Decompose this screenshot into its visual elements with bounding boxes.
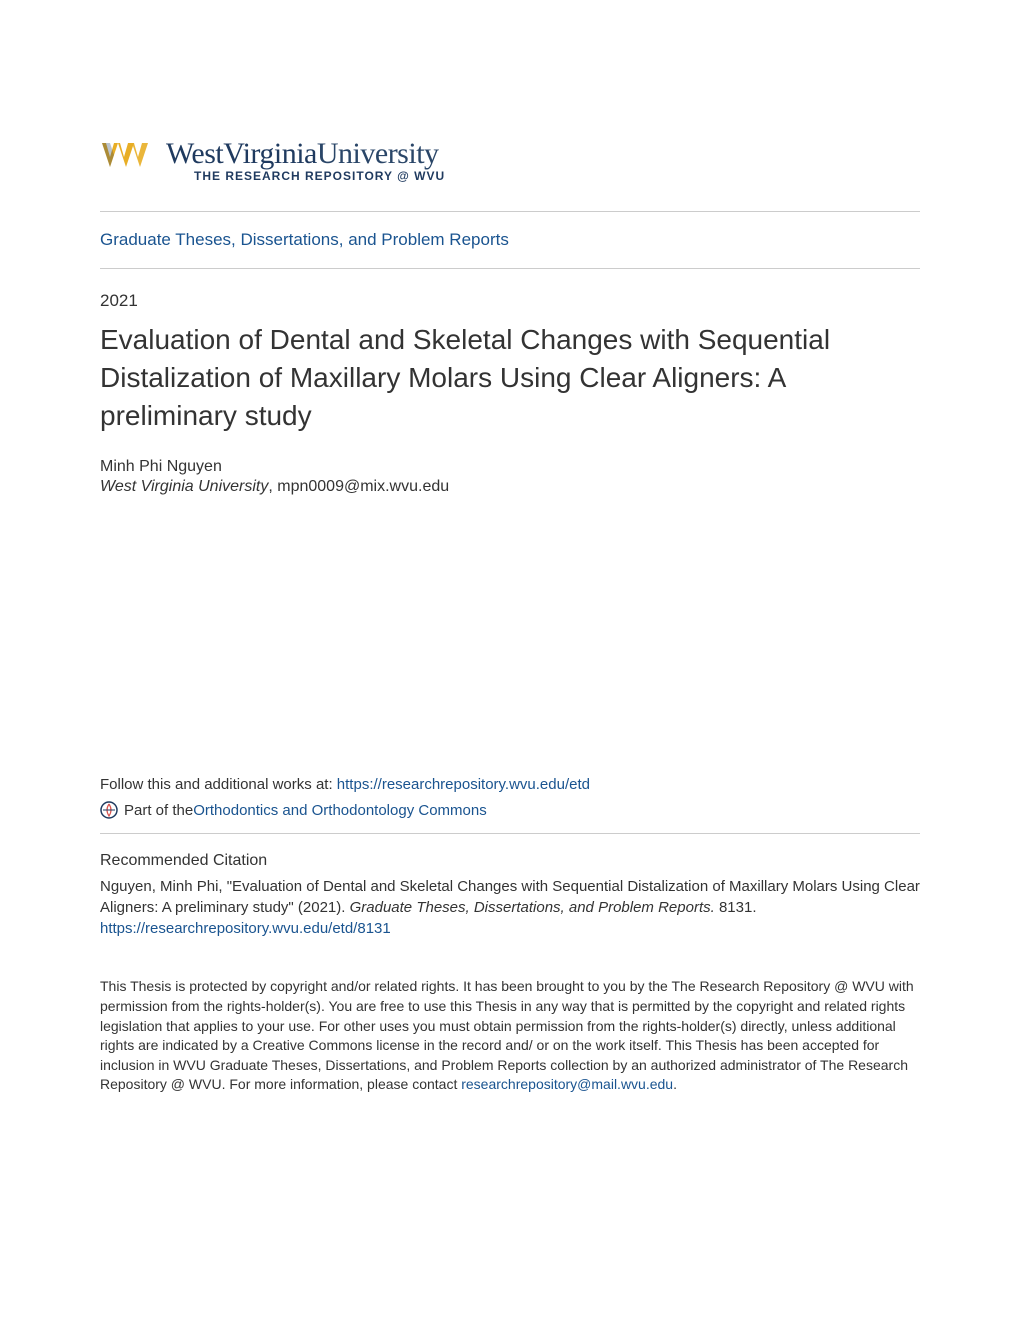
vertical-spacer <box>100 496 920 776</box>
network-commons-icon <box>100 801 118 819</box>
logo-text-block: WestVirginiaUniversity THE RESEARCH REPO… <box>166 135 445 183</box>
repository-subtitle: THE RESEARCH REPOSITORY @ WVU <box>166 169 445 183</box>
author-affiliation: West Virginia University, mpn0009@mix.wv… <box>100 478 920 496</box>
author-institution: West Virginia University <box>100 478 268 495</box>
author-name: Minh Phi Nguyen <box>100 458 920 476</box>
publication-year: 2021 <box>100 269 920 321</box>
citation-series-title: Graduate Theses, Dissertations, and Prob… <box>350 899 715 916</box>
institution-name: WestVirginiaUniversity <box>166 137 445 171</box>
part-of-line: Part of the Orthodontics and Orthodontol… <box>100 801 920 819</box>
citation-url-link[interactable]: https://researchrepository.wvu.edu/etd/8… <box>100 920 920 937</box>
citation-text-part2: 8131. <box>715 899 757 916</box>
commons-link[interactable]: Orthodontics and Orthodontology Commons <box>193 802 487 819</box>
author-separator: , <box>268 478 277 495</box>
collection-link[interactable]: Graduate Theses, Dissertations, and Prob… <box>100 212 920 268</box>
citation-body: Nguyen, Minh Phi, "Evaluation of Dental … <box>100 876 920 918</box>
logo-text-light: University <box>317 137 439 170</box>
wv-flying-logo-icon <box>100 135 156 180</box>
contact-email-link[interactable]: researchrepository@mail.wvu.edu <box>461 1076 673 1092</box>
follow-prefix: Follow this and additional works at: <box>100 776 337 793</box>
author-email: mpn0009@mix.wvu.edu <box>277 478 449 495</box>
repository-etd-link[interactable]: https://researchrepository.wvu.edu/etd <box>337 776 590 793</box>
follow-works-line: Follow this and additional works at: htt… <box>100 776 920 793</box>
recommended-citation-heading: Recommended Citation <box>100 852 920 870</box>
footer-period: . <box>673 1076 677 1092</box>
divider <box>100 833 920 834</box>
part-of-prefix: Part of the <box>124 802 193 819</box>
paper-title: Evaluation of Dental and Skeletal Change… <box>100 321 920 434</box>
copyright-footer: This Thesis is protected by copyright an… <box>100 977 920 1095</box>
logo-text-bold: WestVirginia <box>166 137 317 170</box>
institution-logo-header: WestVirginiaUniversity THE RESEARCH REPO… <box>100 135 920 183</box>
